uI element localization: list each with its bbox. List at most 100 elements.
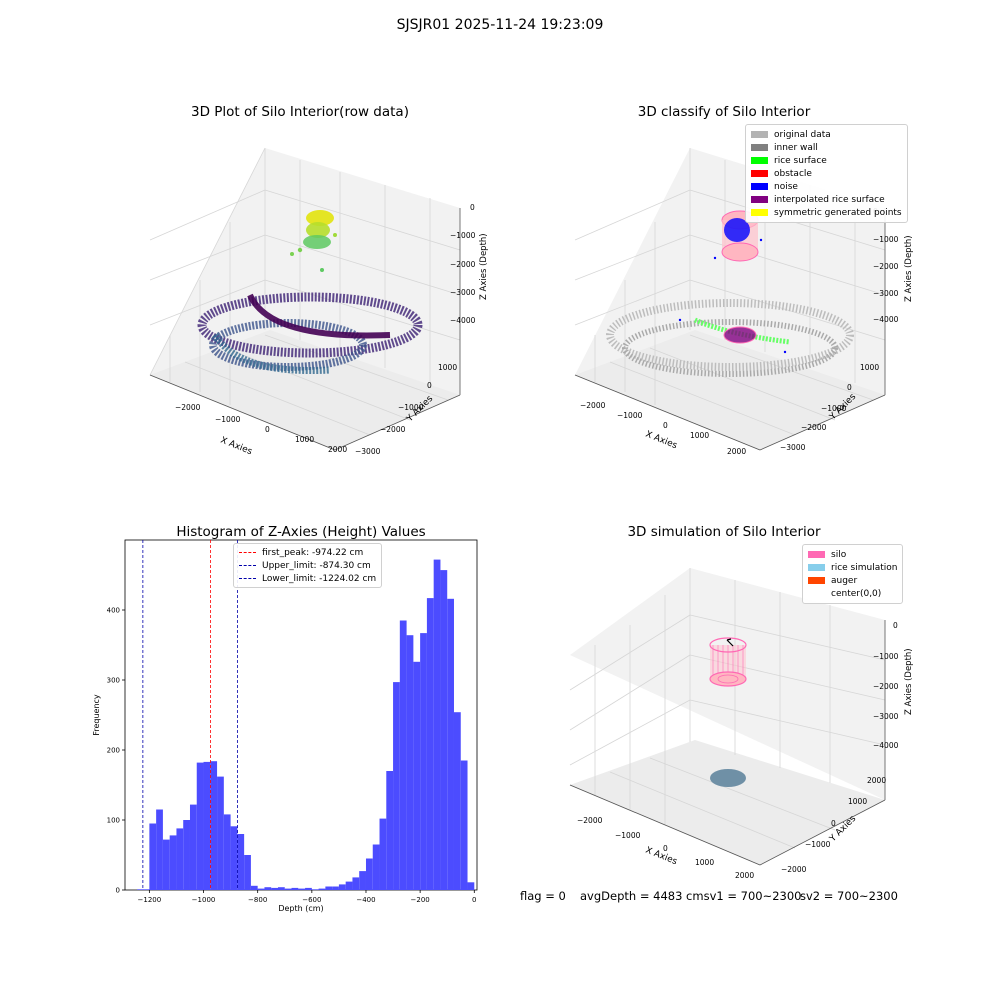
y-tick: −2000 <box>801 423 827 432</box>
histogram-y-ticks: 0 100 200 300 400 <box>107 607 125 895</box>
histogram-legend: first_peak: -974.22 cm Upper_limit: -874… <box>233 543 383 588</box>
histogram-bar <box>338 884 346 890</box>
classify-wall-points <box>606 299 854 377</box>
legend-item: rice surface <box>751 154 902 167</box>
histogram-bar <box>223 814 231 890</box>
histogram-bar <box>460 760 468 890</box>
x-tick: 0 <box>265 425 270 434</box>
legend-item: rice simulation <box>808 561 897 574</box>
y-tick: −3000 <box>355 447 381 456</box>
y-tick: −3000 <box>780 443 806 452</box>
histogram-bar <box>352 877 360 890</box>
histogram-bar <box>264 887 272 890</box>
z-tick: −2000 <box>873 682 899 691</box>
y-tick: 0 <box>831 819 836 828</box>
z-tick: −1000 <box>873 235 899 244</box>
x-tick: −2000 <box>580 401 606 410</box>
histogram-title: Histogram of Z-Axies (Height) Values <box>176 524 426 540</box>
y-tick-label: 100 <box>107 817 120 825</box>
legend-item: original data <box>751 128 902 141</box>
z-tick: −1000 <box>450 231 476 240</box>
legend-item: center(0,0) <box>808 587 897 600</box>
histogram-chart: −1200 −1000 −800 −600 −400 −200 0 0 100 200 300 40… <box>92 539 478 913</box>
simulation-legend: silo rice simulation auger center(0,0) <box>802 544 904 604</box>
histogram-bar <box>210 761 218 890</box>
raw-z-ticks: 0 −1000 −2000 −3000 −4000 <box>450 203 476 325</box>
x-tick-label: −1000 <box>192 896 216 904</box>
histogram-bar <box>176 828 184 890</box>
legend-swatch <box>751 196 768 203</box>
legend-swatch <box>751 144 768 151</box>
x-tick: −1000 <box>617 411 643 420</box>
histogram-x-label: Depth (cm) <box>278 904 323 913</box>
histogram-bar <box>420 633 427 890</box>
histogram-bar <box>386 771 394 890</box>
legend-line <box>239 565 256 566</box>
legend-swatch <box>808 564 825 571</box>
legend-swatch <box>751 183 768 190</box>
legend-swatch <box>751 209 768 216</box>
histogram-bar <box>433 559 441 890</box>
histogram-bar <box>237 834 245 890</box>
raw-points-ring <box>197 292 423 375</box>
legend-swatch <box>751 131 768 138</box>
histogram-bar <box>284 888 292 890</box>
histogram-bar <box>143 889 151 890</box>
simulation-3d-box <box>569 568 886 866</box>
histogram-y-label: Frequency <box>92 694 101 736</box>
histogram-bar <box>230 826 238 890</box>
histogram-bar <box>393 682 400 890</box>
y-tick: 0 <box>847 383 852 392</box>
status-avg-depth: avgDepth = 4483 cmsv1 = 700~2300 <box>580 889 802 903</box>
histogram-bar <box>318 888 326 890</box>
histogram-bar <box>277 887 285 890</box>
histogram-bar <box>311 889 319 890</box>
z-tick: −3000 <box>873 712 899 721</box>
legend-item: inner wall <box>751 141 902 154</box>
x-tick-label: −200 <box>411 896 430 904</box>
legend-item: Upper_limit: -874.30 cm <box>239 559 376 572</box>
simulation-panel-title: 3D simulation of Silo Interior <box>627 524 821 540</box>
simulation-z-label: Z Axies (Depth) <box>904 648 914 715</box>
x-tick: −2000 <box>577 816 603 825</box>
raw-y-ticks: 1000 0 −1000 −2000 −3000 <box>355 363 457 456</box>
histogram-bar <box>291 887 299 890</box>
y-tick: −1000 <box>821 404 847 413</box>
histogram-bar <box>325 886 333 890</box>
silo-cylinder <box>709 637 747 687</box>
x-tick: 1000 <box>690 431 709 440</box>
histogram-bar <box>156 809 163 890</box>
classify-legend: original data inner wall rice surface ob… <box>745 124 908 223</box>
histogram-bar <box>359 871 366 890</box>
simulation-y-ticks: 2000 1000 0 −1000 −2000 <box>781 776 886 874</box>
histogram-bar <box>447 598 454 890</box>
histogram-bar <box>257 888 265 890</box>
y-tick: 2000 <box>867 776 886 785</box>
legend-swatch <box>751 157 768 164</box>
legend-item: first_peak: -974.22 cm <box>239 546 376 559</box>
histogram-bar <box>372 844 380 890</box>
x-tick: 0 <box>663 844 668 853</box>
raw-3d-plot: −2000 −1000 0 1000 2000 1000 0 −1000 −20… <box>149 147 489 457</box>
z-tick: −2000 <box>450 260 476 269</box>
legend-swatch <box>808 590 825 597</box>
y-tick: 1000 <box>860 363 879 372</box>
y-tick: −2000 <box>380 425 406 434</box>
y-tick-label: 300 <box>107 677 120 685</box>
histogram-bar <box>467 882 475 890</box>
x-tick-label: −400 <box>356 896 375 904</box>
z-tick: −4000 <box>873 741 899 750</box>
x-tick: 1000 <box>295 435 314 444</box>
z-tick: −3000 <box>873 289 899 298</box>
histogram-bar <box>217 776 224 890</box>
classify-z-label: Z Axies (Depth) <box>904 235 914 302</box>
raw-panel-title: 3D Plot of Silo Interior(row data) <box>191 104 409 120</box>
legend-item: noise <box>751 180 902 193</box>
legend-item: auger <box>808 574 897 587</box>
histogram-bar <box>203 761 211 890</box>
histogram-bar <box>345 881 353 890</box>
classify-x-label: X Axies <box>644 430 679 452</box>
status-sv2: sv2 = 700~2300 <box>800 889 898 903</box>
histogram-bar <box>189 804 197 890</box>
legend-item: symmetric generated points <box>751 206 902 219</box>
